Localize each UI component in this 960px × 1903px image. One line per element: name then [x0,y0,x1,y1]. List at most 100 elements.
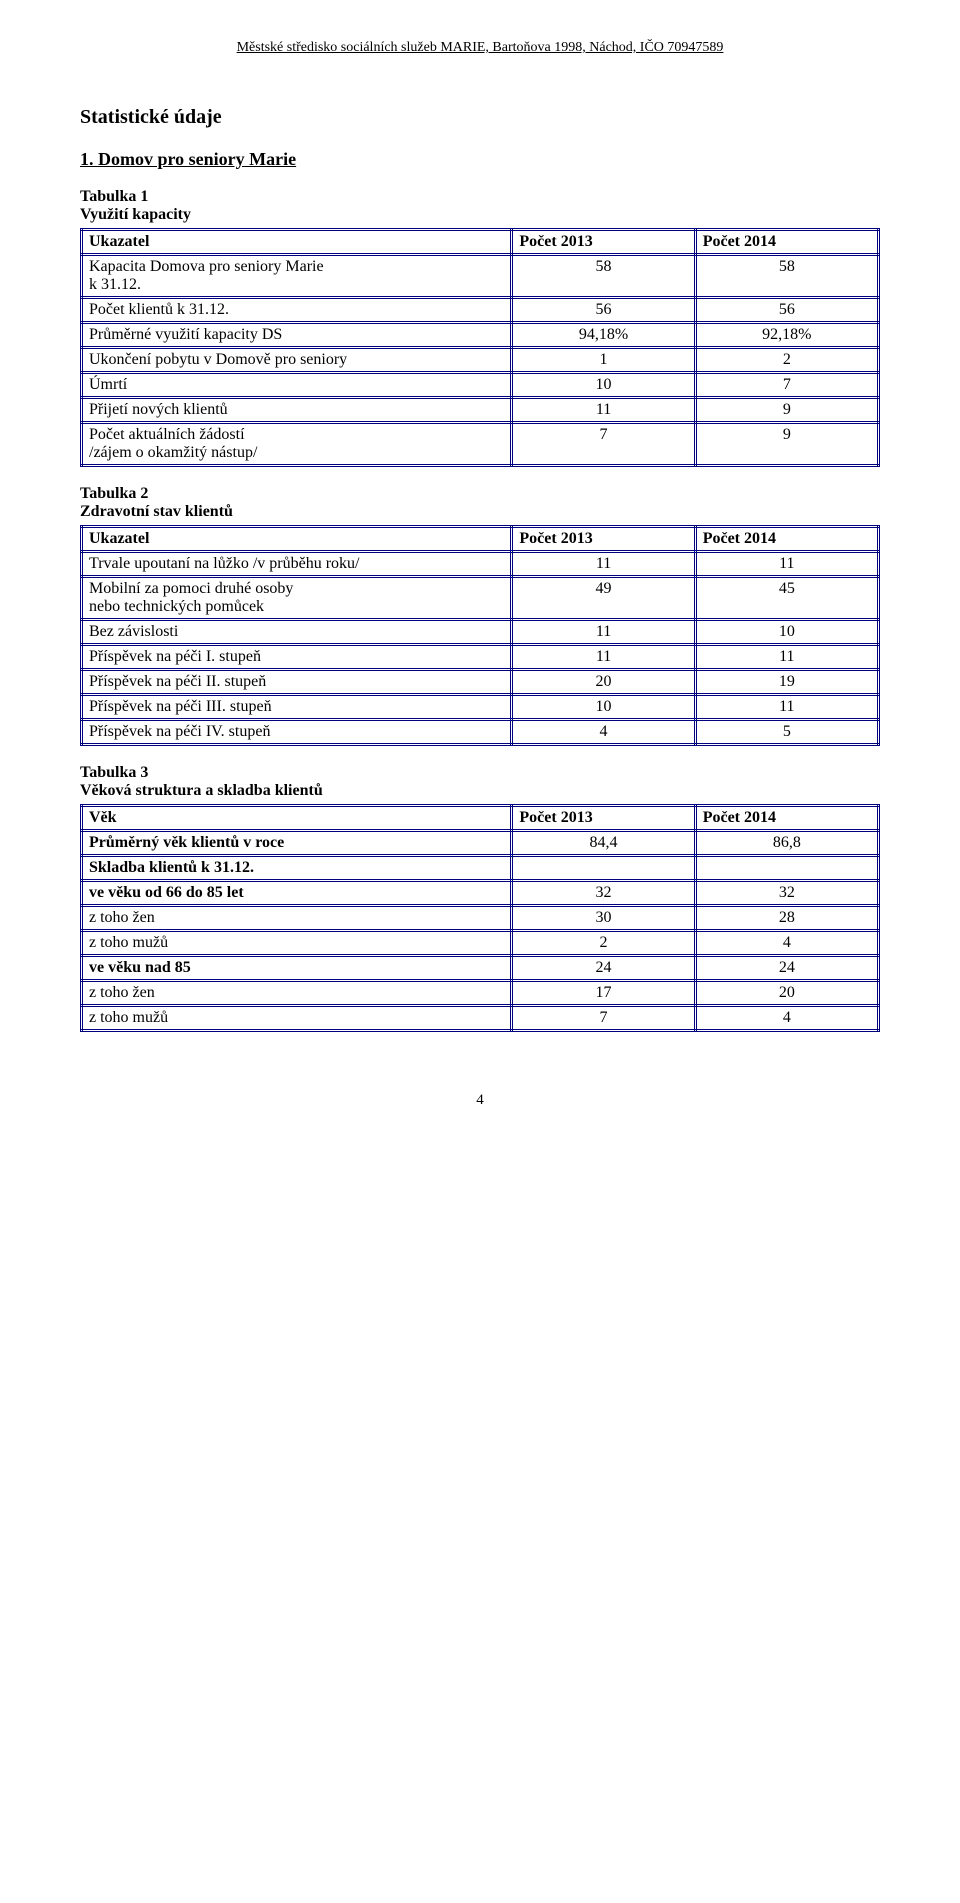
row-label: Počet klientů k 31.12. [82,298,512,323]
col-header-2013: Počet 2013 [512,230,695,255]
table-row: ve věku od 66 do 85 let3232 [82,881,879,906]
col-header-2014: Počet 2014 [695,527,878,552]
table-row: Bez závislosti1110 [82,620,879,645]
table-row: Mobilní za pomoci druhé osoby nebo techn… [82,577,879,620]
row-label: Průměrné využití kapacity DS [82,323,512,348]
row-value-2014: 9 [695,398,878,423]
row-value-2013: 24 [512,956,695,981]
col-header-indicator: Ukazatel [82,230,512,255]
row-value-2013: 56 [512,298,695,323]
row-value-2013: 1 [512,348,695,373]
row-label: z toho mužů [82,931,512,956]
table-row: Kapacita Domova pro seniory Marie k 31.1… [82,255,879,298]
table-row: Přijetí nových klientů119 [82,398,879,423]
table2-subcaption: Zdravotní stav klientů [80,503,880,521]
row-label: Trvale upoutaní na lůžko /v průběhu roku… [82,552,512,577]
table-row: Počet klientů k 31.12.5656 [82,298,879,323]
row-label: Mobilní za pomoci druhé osoby nebo techn… [82,577,512,620]
col-header-2014: Počet 2014 [695,806,878,831]
col-header-indicator: Ukazatel [82,527,512,552]
table-row: Ukončení pobytu v Domově pro seniory12 [82,348,879,373]
table-row: Skladba klientů k 31.12. [82,856,879,881]
row-value-2014: 7 [695,373,878,398]
col-header-age: Věk [82,806,512,831]
row-value-2013: 20 [512,670,695,695]
row-label: Ukončení pobytu v Domově pro seniory [82,348,512,373]
section-subtitle: 1. Domov pro seniory Marie [80,149,880,170]
row-value-2013: 10 [512,695,695,720]
row-value-2014: 56 [695,298,878,323]
row-value-2014: 4 [695,931,878,956]
table1-caption: Tabulka 1 [80,188,880,206]
table-row: z toho žen3028 [82,906,879,931]
row-label: Kapacita Domova pro seniory Marie k 31.1… [82,255,512,298]
row-value-2013: 11 [512,620,695,645]
row-value-2014: 92,18% [695,323,878,348]
row-label: Úmrtí [82,373,512,398]
row-label: z toho žen [82,981,512,1006]
row-value-2013: 11 [512,552,695,577]
row-value-2013: 84,4 [512,831,695,856]
row-value-2013: 4 [512,720,695,745]
row-label: Příspěvek na péči IV. stupeň [82,720,512,745]
row-value-2013: 94,18% [512,323,695,348]
row-value-2014: 11 [695,552,878,577]
row-value-2013: 7 [512,423,695,466]
table-row: ve věku nad 852424 [82,956,879,981]
row-value-2013: 10 [512,373,695,398]
row-label: Přijetí nových klientů [82,398,512,423]
row-value-2014: 24 [695,956,878,981]
table-row: Průměrný věk klientů v roce84,486,8 [82,831,879,856]
row-value-2014: 19 [695,670,878,695]
row-label: Příspěvek na péči I. stupeň [82,645,512,670]
table2: Ukazatel Počet 2013 Počet 2014 Trvale up… [80,525,880,746]
row-value-2013: 11 [512,645,695,670]
table3: Věk Počet 2013 Počet 2014 Průměrný věk k… [80,804,880,1032]
row-value-2013: 2 [512,931,695,956]
page-header: Městské středisko sociálních služeb MARI… [80,40,880,56]
table2-caption: Tabulka 2 [80,485,880,503]
row-label: Skladba klientů k 31.12. [82,856,512,881]
row-value-2013: 49 [512,577,695,620]
table-header-row: Věk Počet 2013 Počet 2014 [82,806,879,831]
table3-caption: Tabulka 3 [80,764,880,782]
row-value-2014: 58 [695,255,878,298]
row-value-2014: 10 [695,620,878,645]
col-header-2014: Počet 2014 [695,230,878,255]
row-value-2014: 11 [695,695,878,720]
table3-subcaption: Věková struktura a skladba klientů [80,782,880,800]
table-header-row: Ukazatel Počet 2013 Počet 2014 [82,230,879,255]
row-value-2013: 30 [512,906,695,931]
table-row: Počet aktuálních žádostí /zájem o okamži… [82,423,879,466]
row-value-2014 [695,856,878,881]
table-row: Příspěvek na péči III. stupeň1011 [82,695,879,720]
table-row: z toho mužů24 [82,931,879,956]
table1: Ukazatel Počet 2013 Počet 2014 Kapacita … [80,228,880,467]
row-value-2013: 58 [512,255,695,298]
table-row: Úmrtí107 [82,373,879,398]
row-label: ve věku nad 85 [82,956,512,981]
row-label: ve věku od 66 do 85 let [82,881,512,906]
table1-subcaption: Využití kapacity [80,206,880,224]
row-value-2014: 45 [695,577,878,620]
col-header-2013: Počet 2013 [512,806,695,831]
row-value-2013: 32 [512,881,695,906]
table-row: Příspěvek na péči II. stupeň2019 [82,670,879,695]
table-row: z toho mužů74 [82,1006,879,1031]
table-header-row: Ukazatel Počet 2013 Počet 2014 [82,527,879,552]
row-value-2014: 28 [695,906,878,931]
table-row: Průměrné využití kapacity DS94,18%92,18% [82,323,879,348]
row-label: z toho žen [82,906,512,931]
row-value-2013: 11 [512,398,695,423]
section-title: Statistické údaje [80,106,880,129]
row-label: Průměrný věk klientů v roce [82,831,512,856]
row-value-2014: 20 [695,981,878,1006]
row-value-2014: 9 [695,423,878,466]
row-value-2014: 11 [695,645,878,670]
row-value-2014: 4 [695,1006,878,1031]
row-value-2013 [512,856,695,881]
row-label: z toho mužů [82,1006,512,1031]
row-value-2013: 17 [512,981,695,1006]
row-value-2014: 5 [695,720,878,745]
row-label: Příspěvek na péči II. stupeň [82,670,512,695]
